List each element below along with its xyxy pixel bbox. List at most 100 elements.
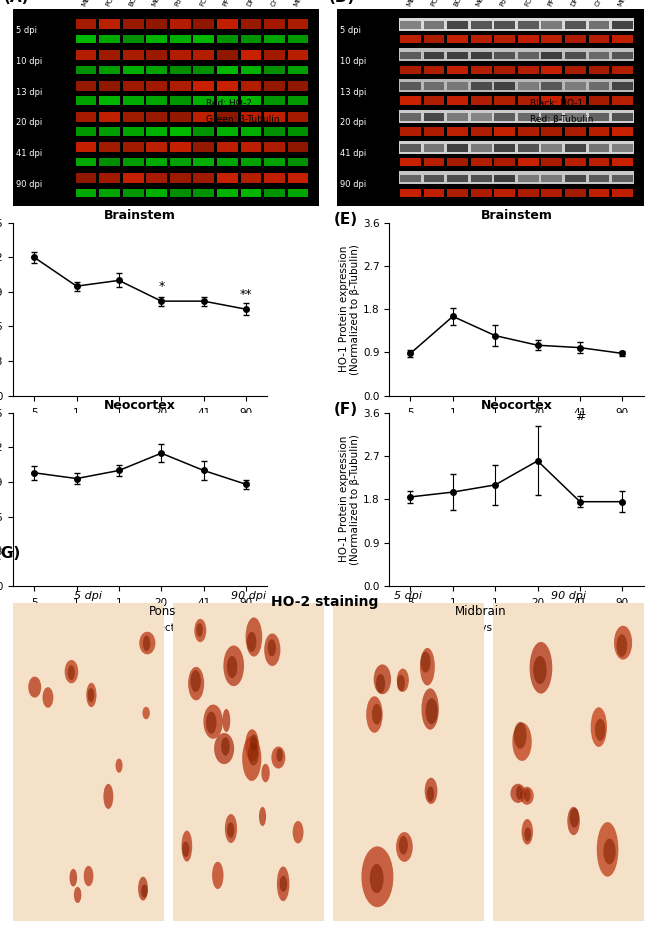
Text: MB: MB	[81, 0, 91, 7]
Text: 5 dpi: 5 dpi	[16, 26, 37, 35]
Text: 1: 1	[73, 407, 80, 418]
Title: Neocortex: Neocortex	[104, 399, 176, 412]
Bar	[541, 189, 562, 197]
Bar	[75, 173, 96, 183]
Ellipse shape	[222, 709, 230, 732]
Ellipse shape	[42, 687, 53, 708]
Bar	[217, 189, 238, 197]
Bar	[123, 173, 144, 183]
Bar	[447, 34, 468, 44]
Bar	[400, 175, 421, 182]
Bar	[424, 97, 445, 105]
Circle shape	[569, 808, 579, 828]
Bar	[194, 142, 214, 153]
Ellipse shape	[84, 866, 94, 886]
Ellipse shape	[259, 807, 266, 826]
Bar	[565, 34, 586, 44]
Bar	[170, 20, 190, 30]
Bar	[170, 97, 190, 105]
Bar	[447, 66, 468, 74]
Text: 1: 1	[73, 598, 80, 608]
Bar	[170, 127, 190, 136]
Circle shape	[370, 864, 384, 893]
Bar	[217, 112, 238, 122]
Bar	[400, 20, 421, 29]
Bar	[424, 189, 445, 197]
Bar	[264, 112, 285, 122]
Bar	[424, 20, 445, 29]
Bar	[146, 97, 167, 105]
Bar	[288, 173, 309, 183]
Text: 5: 5	[31, 598, 38, 608]
Text: 90: 90	[239, 598, 253, 608]
Text: 1: 1	[492, 598, 499, 608]
Bar	[447, 189, 468, 197]
Ellipse shape	[420, 648, 435, 685]
Text: PC: PC	[105, 0, 114, 7]
Bar	[75, 66, 96, 74]
Bar	[589, 83, 609, 90]
Bar	[589, 144, 609, 152]
Bar	[471, 144, 491, 152]
Bar	[424, 127, 445, 136]
Circle shape	[514, 722, 526, 749]
Text: DFL: DFL	[245, 0, 257, 7]
Circle shape	[248, 743, 259, 765]
Bar	[447, 113, 468, 121]
Bar	[217, 34, 238, 44]
Text: 5: 5	[407, 407, 414, 418]
Bar	[541, 127, 562, 136]
Text: (A): (A)	[4, 0, 29, 6]
Bar	[518, 127, 539, 136]
Text: 20: 20	[155, 598, 168, 608]
Bar	[612, 113, 633, 121]
Bar	[217, 173, 238, 183]
Circle shape	[616, 634, 627, 657]
Circle shape	[421, 652, 430, 672]
Circle shape	[227, 822, 235, 838]
Bar	[288, 66, 309, 74]
Bar	[471, 83, 491, 90]
Circle shape	[206, 711, 216, 734]
Bar	[589, 66, 609, 74]
Text: FC: FC	[199, 0, 209, 7]
Text: FC: FC	[524, 0, 533, 7]
Text: Pons: Pons	[149, 605, 176, 618]
Bar	[264, 142, 285, 153]
Bar	[400, 52, 421, 60]
Circle shape	[227, 656, 237, 678]
Text: (F): (F)	[333, 403, 358, 418]
Bar	[398, 110, 634, 123]
X-axis label: Days post infection: Days post infection	[466, 623, 567, 633]
Bar	[471, 52, 491, 60]
Text: 20 dpi: 20 dpi	[341, 118, 367, 127]
Bar	[99, 97, 120, 105]
Bar	[565, 113, 586, 121]
Bar	[99, 81, 120, 91]
Title: 5 dpi: 5 dpi	[74, 591, 103, 601]
Bar	[398, 78, 634, 106]
Bar	[75, 158, 96, 166]
Text: 1: 1	[116, 598, 122, 608]
Circle shape	[603, 839, 616, 864]
Bar	[398, 18, 634, 31]
Bar	[495, 189, 515, 197]
Ellipse shape	[224, 645, 244, 686]
Bar	[74, 109, 310, 138]
Bar	[565, 144, 586, 152]
Text: BG: BG	[452, 0, 463, 7]
Bar	[495, 52, 515, 60]
Bar	[518, 175, 539, 182]
Bar	[398, 140, 634, 168]
Bar	[99, 34, 120, 44]
Bar	[471, 158, 491, 166]
Bar	[99, 20, 120, 30]
Title: Brainstem: Brainstem	[104, 208, 176, 221]
Bar	[75, 127, 96, 136]
Bar	[74, 47, 310, 75]
Text: Med: Med	[475, 0, 487, 7]
Bar	[612, 189, 633, 197]
Text: 1: 1	[450, 598, 456, 608]
Bar	[565, 97, 586, 105]
Bar	[495, 144, 515, 152]
